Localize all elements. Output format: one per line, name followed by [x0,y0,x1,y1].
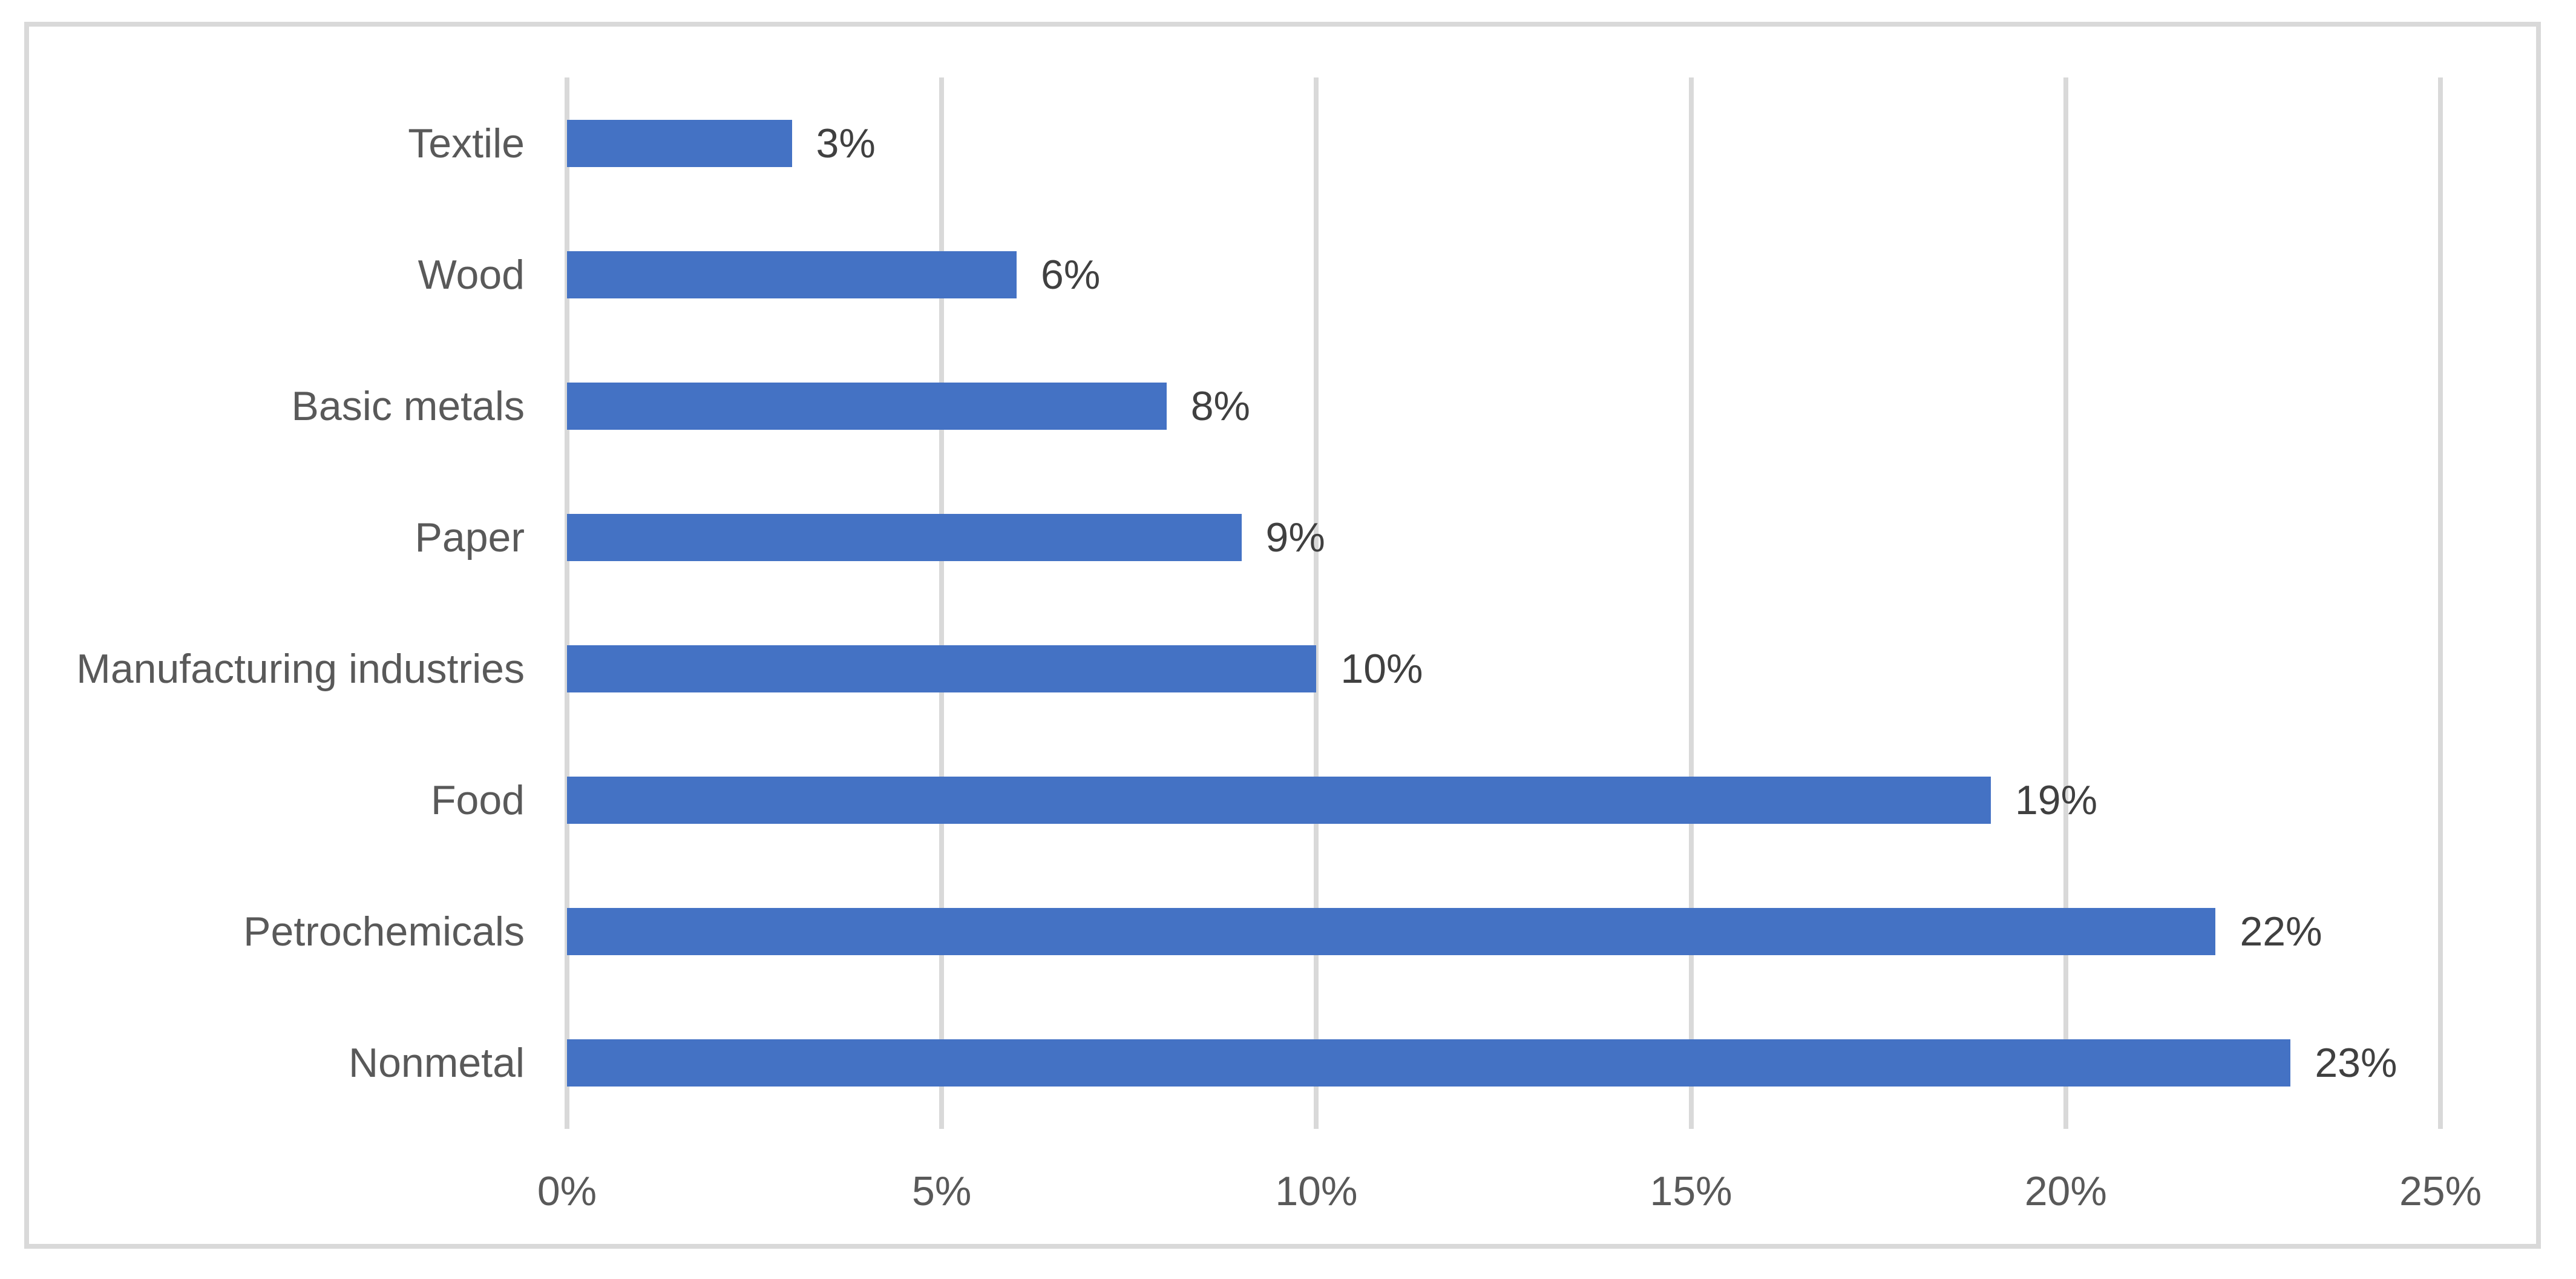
bar-row: 19% [567,735,2440,866]
bar-row: 3% [567,77,2440,209]
bar [567,1039,2291,1087]
bar [567,119,792,167]
bar-value-label: 22% [2240,909,2322,955]
category-label: Textile [408,120,525,166]
category-label: Food [431,777,525,824]
bar [567,777,1991,824]
gridline-10% [1314,77,1319,1129]
category-label: Paper [415,514,525,561]
gridline-15% [1688,77,1694,1129]
category-label: Manufacturing industries [76,646,525,692]
bar [567,513,1242,561]
category-label: Nonmetal [348,1040,525,1087]
bar-row: 6% [567,209,2440,340]
bar [567,382,1167,430]
gridline-20% [2063,77,2068,1129]
x-tick-label: 10% [1275,1168,1358,1214]
bar-value-label: 6% [1041,251,1101,298]
x-tick-label: 15% [1650,1168,1732,1214]
bar-value-label: 3% [816,120,876,166]
bar-row: 9% [567,472,2440,603]
bar-value-label: 19% [2014,777,2098,824]
bar-row: 8% [567,340,2440,472]
x-tick-label: 5% [912,1168,972,1214]
chart-frame: 3% 6% 8% 9% 10% 19% 22% 23% Textile Wood Basic me… [24,22,2541,1249]
category-axis: Textile Wood Basic metals Paper Manufacturin… [28,77,525,1129]
bar-row: 22% [567,866,2440,998]
bar-value-label: 9% [1265,514,1325,561]
bar-value-label: 23% [2315,1040,2397,1087]
bar [567,645,1317,693]
gridline-0% [565,77,569,1129]
category-label: Wood [418,251,525,298]
value-axis: 0% 5% 10% 15% 20% 25% [537,1129,2482,1232]
x-tick-label: 25% [2399,1168,2482,1214]
bar [567,908,2216,956]
bar-row: 10% [567,603,2440,735]
gridline-5% [939,77,945,1129]
bar [567,251,1017,298]
plot-area: 3% 6% 8% 9% 10% 19% 22% 23% Textile Wood Basic me… [76,77,2482,1214]
bar-value-label: 10% [1340,646,1423,692]
gridline-25% [2438,77,2443,1129]
x-tick-label: 20% [2024,1168,2107,1214]
bar-value-label: 8% [1190,383,1250,429]
bar-row: 23% [567,998,2440,1129]
category-label: Petrochemicals [243,909,525,955]
x-tick-label: 0% [537,1168,597,1214]
category-label: Basic metals [291,383,525,429]
